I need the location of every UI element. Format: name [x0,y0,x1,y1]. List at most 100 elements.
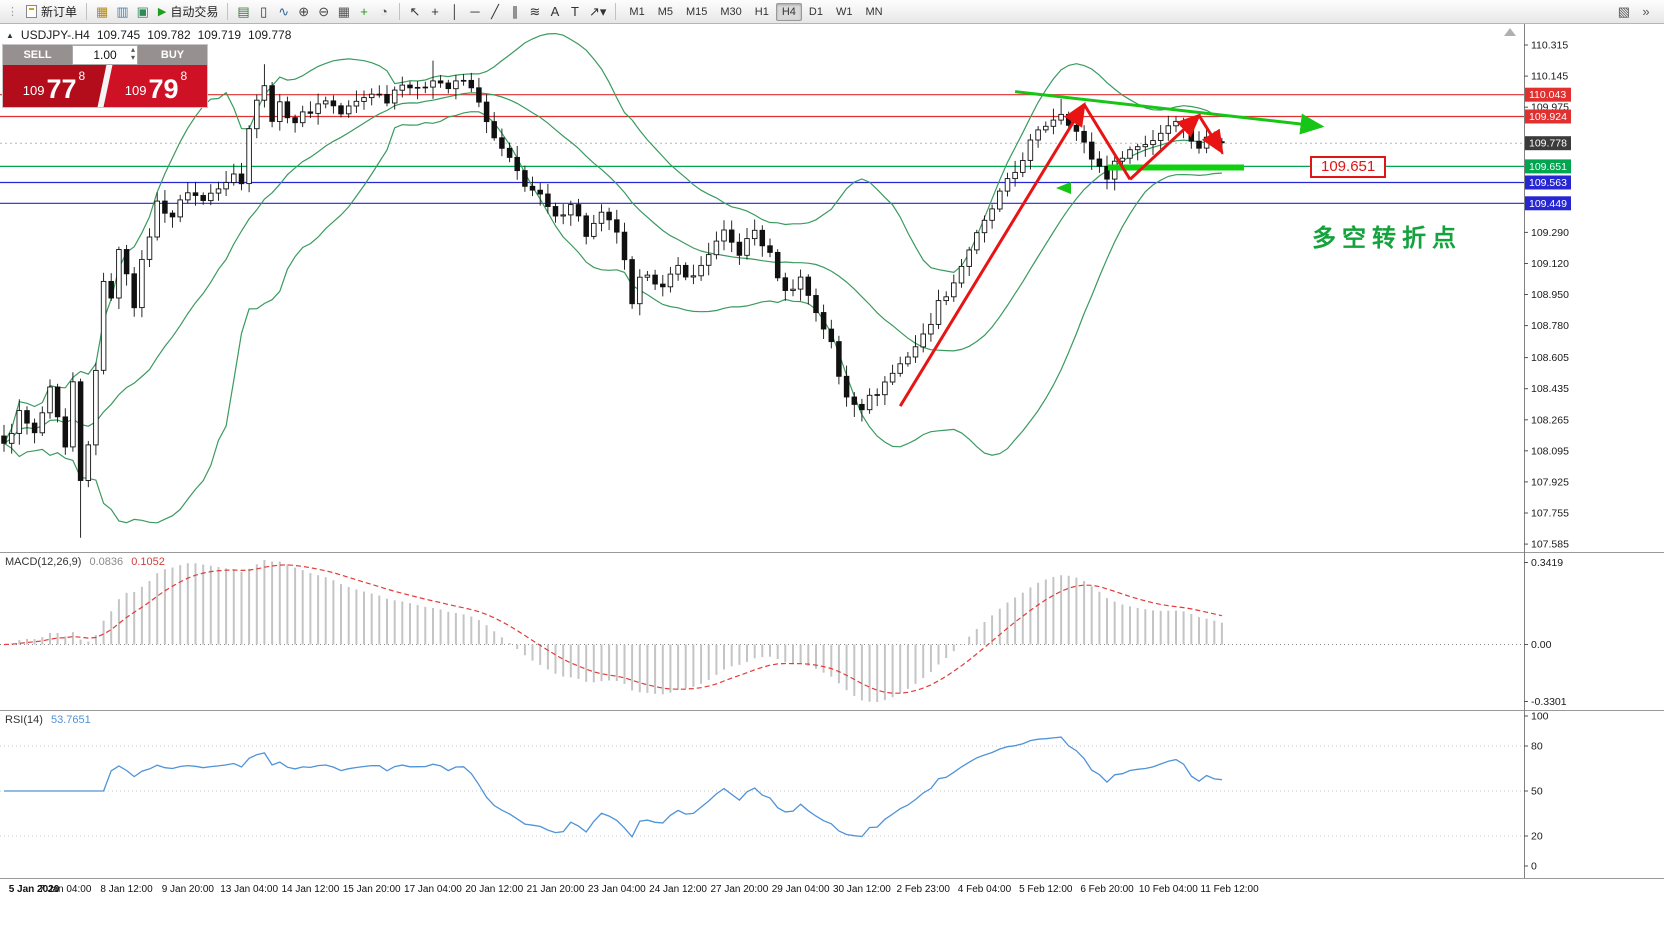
volume-up-icon[interactable]: ▴ [130,45,135,54]
time-axis-label: 24 Jan 12:00 [649,884,707,895]
toolbar-separator [615,3,617,20]
zoom-out-icon[interactable]: ⊖ [314,2,334,22]
svg-text:109.290: 109.290 [1531,227,1569,239]
vertical-line-icon[interactable]: │ [445,1,465,21]
tile-windows-icon[interactable]: ▦ [334,2,354,22]
rsi-indicator-label: RSI(14) 53.7651 [5,714,91,726]
svg-text:20: 20 [1531,831,1543,843]
timeframe-toolbar: M1 M5 M15 M30 H1 H4 D1 W1 MN [623,2,888,21]
volume-down-icon[interactable]: ▾ [130,53,135,62]
timeframe-h1-button[interactable]: H1 [749,3,775,21]
svg-text:108.095: 108.095 [1531,445,1569,457]
horizontal-line-icon[interactable]: ─ [465,1,485,21]
svg-text:110.043: 110.043 [1529,89,1566,101]
time-axis-label: 5 Jan 2020 [8,884,60,895]
indicators-list-icon[interactable]: + [354,1,374,21]
svg-text:109.563: 109.563 [1529,177,1567,189]
time-axis-label: 23 Jan 04:00 [587,884,646,895]
timeframe-w1-button[interactable]: W1 [830,3,859,21]
time-axis-label: 29 Jan 04:00 [771,884,830,895]
rsi-name: RSI(14) [5,714,43,726]
expand-arrow-icon[interactable]: ▲ [6,30,14,40]
symbol-name: USDJPY-.H4 [20,28,90,42]
svg-text:107.585: 107.585 [1531,539,1569,551]
timeframe-h4-button[interactable]: H4 [775,2,802,21]
toolbar-drag-handle[interactable]: ⋮ [7,6,18,18]
channel-icon[interactable]: ∥ [505,2,525,22]
arrows-dropdown-icon[interactable]: ↗▾ [585,2,610,22]
svg-text:108.265: 108.265 [1531,414,1569,426]
cursor-icon[interactable]: ↖ [405,2,425,22]
toolbar-group-chart: ▤ ▯ ∿ ⊕ ⊖ ▦ + ◔ [233,1,394,22]
autotrade-play-icon: ▶ [157,6,167,18]
data-window-icon[interactable]: ▥ [112,2,132,22]
svg-text:108.780: 108.780 [1531,320,1569,332]
timeframe-d1-button[interactable]: D1 [803,3,829,21]
time-axis[interactable]: 5 Jan 2020 7 Jan 04:00 8 Jan 12:00 9 Jan 20… [0,878,1664,904]
time-axis-label: 17 Jan 04:00 [404,884,462,895]
svg-text:108.950: 108.950 [1531,289,1569,301]
svg-text:108.605: 108.605 [1531,352,1569,364]
sell-button[interactable]: 109 77 8 [3,65,105,107]
line-chart-icon[interactable]: ∿ [274,2,294,22]
time-axis-label: 15 Jan 20:00 [342,884,401,895]
svg-text:109.778: 109.778 [1529,138,1567,150]
macd-name: MACD(12,26,9) [5,556,82,568]
fibonacci-icon[interactable]: ≋ [525,2,545,22]
svg-text:110.315: 110.315 [1531,40,1568,52]
buy-price-sup: 8 [180,69,188,83]
svg-text:100: 100 [1531,711,1549,723]
symbol-ohlc-line: ▲ USDJPY-.H4 109.745 109.782 109.719 109… [6,28,291,42]
rsi-panel[interactable]: 100 80 50 20 0 [0,710,1664,878]
volume-input[interactable]: 1.00 ▴ ▾ [72,45,138,65]
svg-text:109.449: 109.449 [1529,198,1567,210]
main-chart[interactable]: 110.315110.145109.975109.290109.120108.9… [0,24,1664,552]
new-chart-icon[interactable]: ▧ [1614,2,1634,22]
time-axis-label: 20 Jan 12:00 [465,884,524,895]
text-icon[interactable]: A [545,1,565,21]
timeframe-m15-button[interactable]: M15 [680,3,713,21]
macd-signal-value: 0.1052 [131,556,165,568]
crosshair-icon[interactable]: + [425,1,445,21]
market-watch-icon[interactable]: ▦ [92,2,112,22]
autotrade-label: 自动交易 [170,5,219,19]
ohlc-high: 109.782 [147,28,191,42]
svg-text:0: 0 [1531,861,1537,873]
timeframe-m5-button[interactable]: M5 [652,3,679,21]
new-order-button[interactable]: 新订单 [22,2,81,22]
autotrade-button[interactable]: ▶ 自动交易 [154,2,222,22]
rsi-value: 53.7651 [50,714,91,726]
time-axis-label: 13 Jan 04:00 [220,884,279,895]
bar-chart-icon[interactable]: ▤ [233,2,253,22]
toolbar-group-panels: ▦ ▥ ▣ [92,2,153,22]
time-axis-label: 27 Jan 20:00 [710,884,769,895]
timeframe-m30-button[interactable]: M30 [714,3,747,21]
buy-button[interactable]: 109 79 8 [105,65,207,107]
macd-panel[interactable]: 0.3419 0.00 -0.3301 [0,552,1664,710]
svg-text:109.651: 109.651 [1529,161,1567,173]
candlestick-chart-icon[interactable]: ▯ [254,2,274,22]
time-axis-label: 2 Feb 23:00 [896,884,950,895]
buy-price-base: 109 [124,83,147,98]
time-period-icon[interactable]: ◔ [374,1,394,21]
time-axis-label: 6 Feb 20:00 [1080,884,1134,895]
label-icon[interactable]: T [565,1,585,21]
chart-annotation-text: 多空转折点 [1312,225,1462,252]
macd-main-value: 0.0836 [89,556,124,568]
toolbar-group-right: ▧» [1614,2,1660,22]
timeframe-m1-button[interactable]: M1 [623,3,650,21]
svg-text:-0.3301: -0.3301 [1531,696,1567,708]
timeframe-mn-button[interactable]: MN [859,3,888,21]
ohlc-low: 109.719 [197,28,242,42]
navigator-icon[interactable]: ▣ [133,2,153,22]
ohlc-close: 109.778 [248,28,292,42]
svg-text:80: 80 [1531,741,1543,753]
time-axis-label: 30 Jan 12:00 [832,884,891,895]
svg-text:109.120: 109.120 [1531,258,1569,270]
price-level-label[interactable]: 109.651 [1310,156,1387,178]
time-axis-label: 4 Feb 04:00 [957,884,1012,895]
svg-text:110.145: 110.145 [1531,71,1568,83]
zoom-in-icon[interactable]: ⊕ [294,2,314,22]
trendline-icon[interactable]: ╱ [485,2,505,22]
toolbar-overflow-icon[interactable]: » [1636,2,1656,22]
